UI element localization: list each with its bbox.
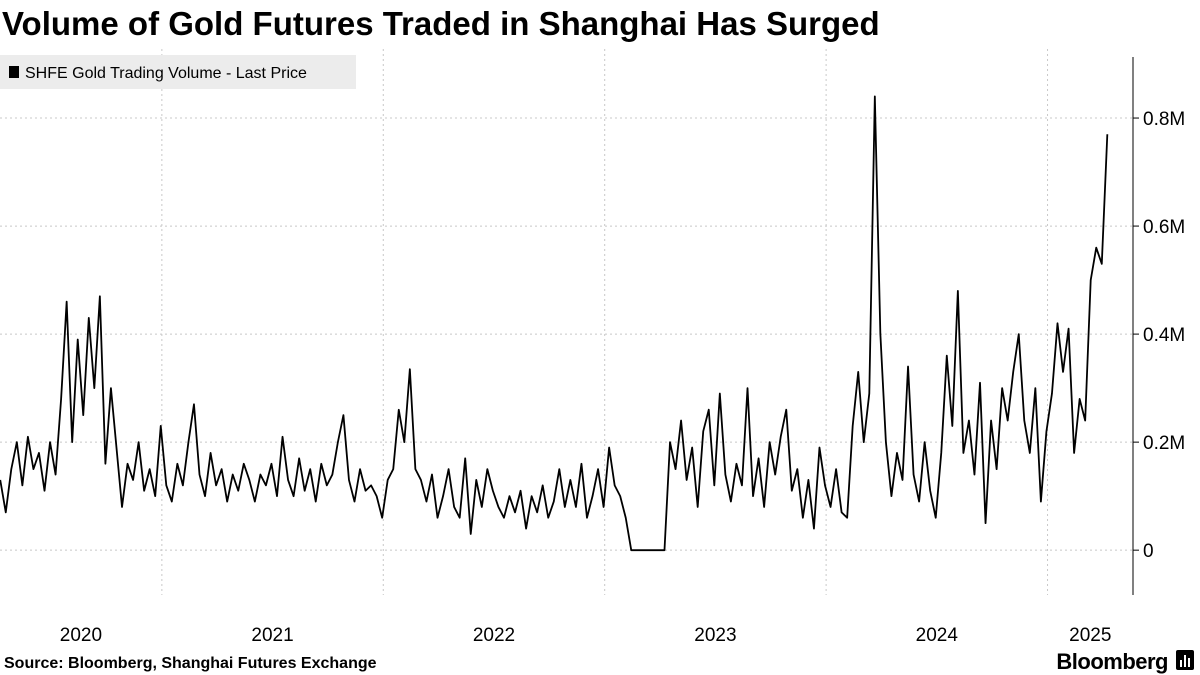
x-tick-label: 2021: [251, 625, 293, 646]
y-tick-label: 0.2M: [1143, 433, 1185, 454]
x-tick-label: 2025: [1069, 625, 1111, 646]
legend-swatch: [9, 66, 19, 78]
y-tick-label: 0.4M: [1143, 325, 1185, 346]
plot: [0, 95, 1109, 552]
line-series: [0, 95, 1109, 552]
x-tick-label: 2022: [473, 625, 515, 646]
y-tick-label: 0: [1143, 541, 1154, 562]
y-tick-label: 0.6M: [1143, 217, 1185, 238]
x-tick-label: 2024: [916, 625, 959, 646]
chart-title: Volume of Gold Futures Traded in Shangha…: [2, 5, 880, 42]
legend-label: SHFE Gold Trading Volume - Last Price: [25, 65, 307, 82]
x-tick-label: 2023: [694, 625, 736, 646]
grid: [0, 49, 1133, 595]
source: Source: Bloomberg, Shanghai Futures Exch…: [4, 655, 377, 672]
legend-box: [0, 55, 356, 89]
y-tick-label: 0.8M: [1143, 109, 1185, 130]
legend: SHFE Gold Trading Volume - Last Price: [0, 55, 356, 89]
brand-icon: [1176, 650, 1194, 670]
x-tick-label: 2020: [60, 625, 102, 646]
brand: Bloomberg: [1056, 649, 1168, 674]
